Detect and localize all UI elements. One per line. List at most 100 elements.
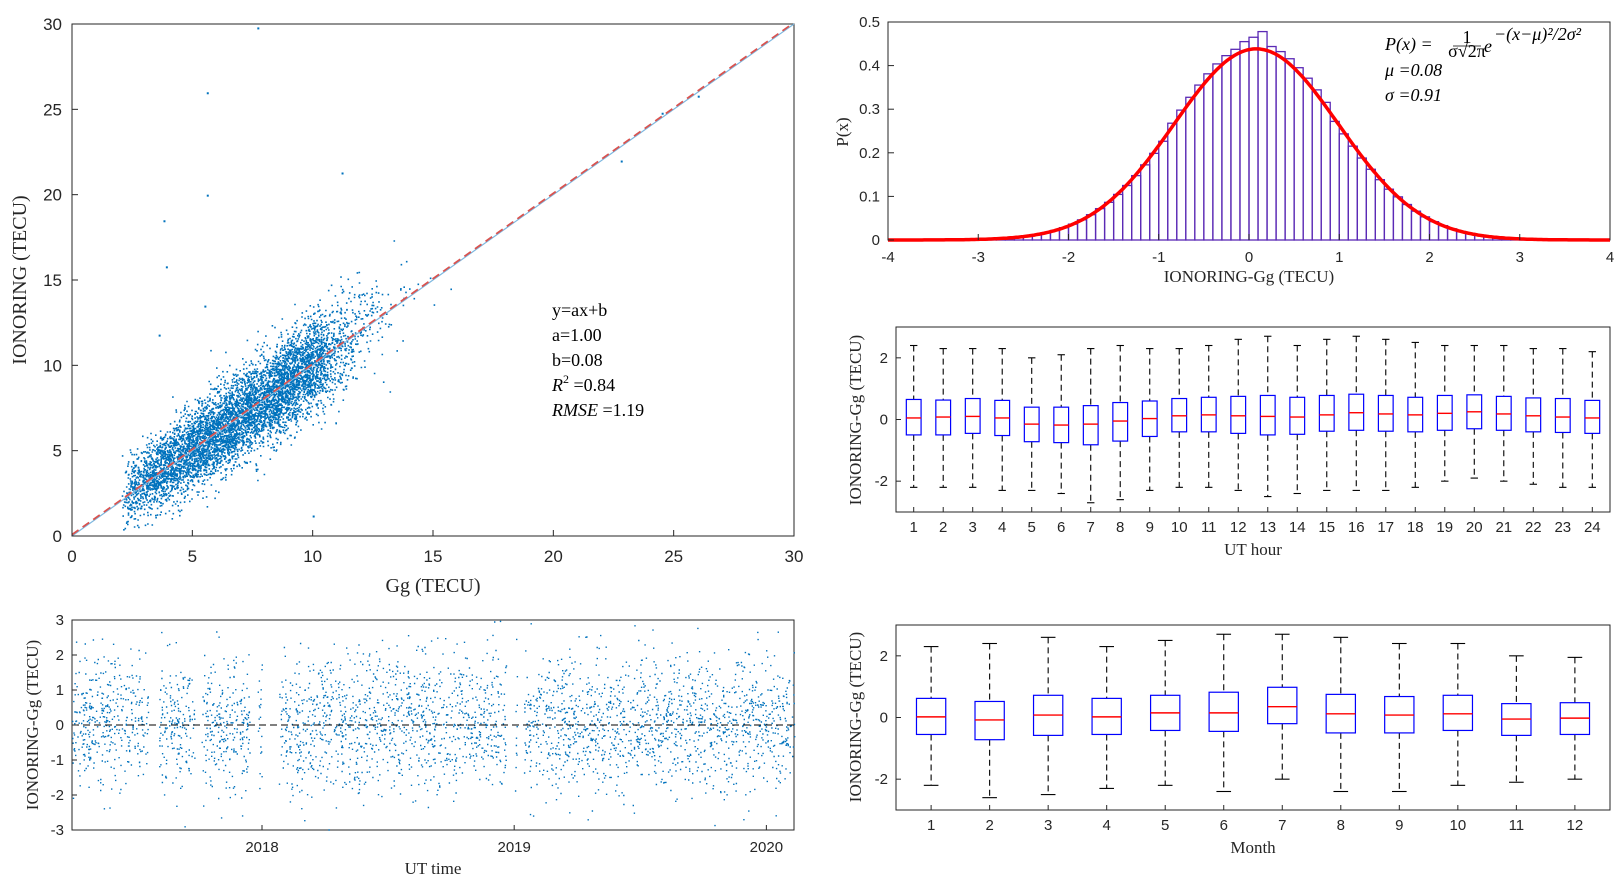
normal-pdf-curve: [888, 47, 1610, 242]
hourly-x-tick-label: 23: [1554, 519, 1571, 536]
fit-slope: a=1.00: [552, 325, 602, 345]
hourly-x-tick-label: 4: [998, 519, 1006, 536]
hourly-x-tick-label: 21: [1495, 519, 1512, 536]
histogram-x-tick-label: -2: [1062, 249, 1075, 266]
histogram-x-tick-label: -4: [881, 249, 894, 266]
timeseries-y-tick-label: 2: [56, 647, 64, 664]
scatter-y-tick-label: 20: [43, 186, 62, 205]
scatter-x-label: Gg (TECU): [386, 575, 481, 597]
scatter-outlier-point: [697, 95, 700, 98]
hourly-x-tick-label: 12: [1230, 519, 1247, 536]
histogram-x-tick-label: 4: [1606, 249, 1614, 266]
histogram-x-ticks: -4 -3 -2 -1 0 1 2 3 4: [881, 234, 1614, 266]
timeseries-y-tick-label: -1: [51, 752, 64, 769]
monthly-box: [1267, 686, 1298, 725]
monthly-x-tick-label: 6: [1220, 817, 1228, 834]
monthly-box: [1208, 691, 1239, 732]
scatter-point-cloud: [121, 240, 452, 531]
one-to-one-line: [71, 23, 795, 537]
scatter-panel: 0 5 10 15 20 25 30 0 5 10 15 20 25 30 Gg (TECU) IONO…: [9, 15, 803, 597]
scatter-points: [121, 240, 452, 531]
hourly-box: [1230, 395, 1247, 434]
hourly-boxes: [905, 335, 1601, 504]
scatter-y-label: IONORING (TECU): [9, 195, 31, 364]
pdf-formula-e: e: [1484, 36, 1492, 56]
hourly-box: [1525, 397, 1542, 433]
timeseries-y-tick-label: -2: [51, 787, 64, 804]
hourly-x-tick-label: 16: [1348, 519, 1365, 536]
scatter-x-tick-label: 15: [424, 547, 443, 566]
scatter-x-tick-label: 20: [544, 547, 563, 566]
timeseries-panel: 2018 2019 2020 -3 -2 -1 0 1 2 3 UT time IONORING…: [23, 612, 796, 878]
hourly-x-tick-label: 19: [1436, 519, 1453, 536]
hourly-y-tick-label: 2: [880, 350, 888, 367]
timeseries-x-label: UT time: [405, 859, 462, 878]
timeseries-x-ticks: 2018 2019 2020: [245, 825, 783, 856]
monthly-plot-area: [895, 624, 1611, 811]
hourly-box: [1259, 394, 1276, 436]
timeseries-y-label: IONORING-Gg (TECU): [23, 640, 42, 810]
monthly-y-ticks: -2 0 2: [875, 648, 901, 788]
scatter-outlier-point: [163, 220, 166, 223]
hourly-box: [1112, 401, 1129, 442]
timeseries-y-tick-label: -3: [51, 822, 64, 839]
pdf-formula-denominator: σ√2π: [1448, 41, 1486, 61]
pdf-annotation: P(x) = 1 σ√2π e −(x−μ)²/2σ² μ =0.08 σ =0…: [1384, 24, 1582, 105]
monthly-y-tick-label: -2: [875, 771, 888, 788]
hourly-x-tick-label: 2: [939, 519, 947, 536]
monthly-boxes: [915, 633, 1591, 799]
scatter-y-tick-label: 15: [43, 271, 62, 290]
histogram-y-tick-label: 0.2: [859, 145, 880, 162]
timeseries-y-ticks: -3 -2 -1 0 1 2 3: [51, 612, 77, 839]
histogram-y-tick-label: 0.3: [859, 101, 880, 118]
scatter-y-ticks: 0 5 10 15 20 25 30: [43, 15, 78, 546]
hourly-box: [1554, 397, 1571, 434]
histogram-x-label: IONORING-Gg (TECU): [1164, 267, 1334, 286]
fit-intercept: b=0.08: [552, 350, 603, 370]
histogram-y-tick-label: 0: [872, 232, 880, 249]
hourly-y-label: IONORING-Gg (TECU): [846, 335, 865, 505]
rmse-symbol: RMSE: [551, 400, 598, 420]
fit-rmse: RMSE =1.19: [551, 400, 644, 420]
monthly-x-tick-label: 12: [1567, 817, 1584, 834]
hourly-x-tick-label: 14: [1289, 519, 1306, 536]
hourly-box: [1289, 396, 1306, 435]
monthly-x-tick-label: 5: [1161, 817, 1169, 834]
hourly-x-tick-label: 18: [1407, 519, 1424, 536]
scatter-x-tick-label: 10: [303, 547, 322, 566]
scatter-x-tick-label: 5: [188, 547, 197, 566]
monthly-x-tick-label: 7: [1278, 817, 1286, 834]
scatter-outlier-point: [206, 92, 209, 95]
hourly-x-tick-label: 6: [1057, 519, 1065, 536]
pdf-formula-numerator: 1: [1463, 27, 1472, 47]
scatter-y-tick-label: 5: [53, 442, 62, 461]
histogram-x-tick-label: 2: [1425, 249, 1433, 266]
histogram-x-tick-label: -3: [972, 249, 985, 266]
r2-symbol: R: [551, 375, 563, 395]
timeseries-plot-area: [71, 619, 795, 831]
hourly-x-tick-label: 13: [1259, 519, 1276, 536]
hourly-plot-area: [895, 326, 1611, 513]
monthly-x-tick-label: 1: [927, 817, 935, 834]
scatter-outlier-point: [257, 27, 260, 30]
monthly-x-tick-label: 4: [1103, 817, 1111, 834]
hourly-x-tick-label: 20: [1466, 519, 1483, 536]
scatter-x-tick-label: 30: [785, 547, 804, 566]
hourly-x-tick-label: 1: [910, 519, 918, 536]
hourly-x-tick-label: 15: [1318, 519, 1335, 536]
scatter-y-tick-label: 0: [53, 527, 62, 546]
scatter-outlier-point: [165, 266, 168, 269]
histogram-panel: -4 -3 -2 -1 0 1 2 3 4 0 0.1 0.2 0.3 0.4 0.5 IONORING-…: [833, 14, 1614, 286]
histogram-x-tick-label: -1: [1152, 249, 1165, 266]
fit-annotation: y=ax+b a=1.00 b=0.08 R2 =0.84 RMSE =1.19: [551, 300, 644, 420]
hourly-box: [1082, 405, 1099, 446]
scatter-outliers: [158, 27, 700, 518]
r2-value: =0.84: [569, 375, 615, 395]
timeseries-y-tick-label: 3: [56, 612, 64, 629]
scatter-outlier-point: [341, 172, 344, 175]
histogram-x-tick-label: 3: [1516, 249, 1524, 266]
scatter-x-tick-label: 0: [67, 547, 76, 566]
histogram-y-tick-label: 0.5: [859, 14, 880, 31]
timeseries-y-tick-label: 1: [56, 682, 64, 699]
